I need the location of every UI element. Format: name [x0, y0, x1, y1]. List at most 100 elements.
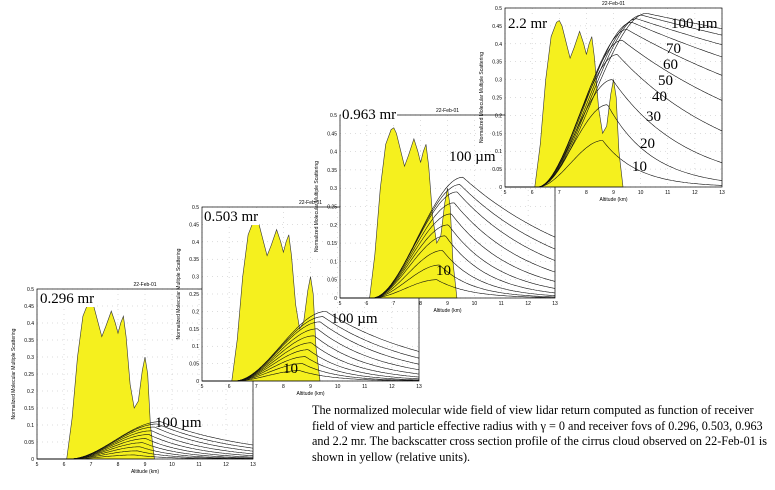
radius-curve-70 — [505, 22, 723, 188]
radius-label: 40 — [652, 89, 667, 105]
radius-label: 30 — [646, 109, 661, 125]
x-tick-label: 13 — [719, 190, 725, 196]
radius-curve-50 — [37, 438, 253, 460]
y-tick-label: 0.1 — [495, 149, 502, 155]
y-axis-label: Normalized Molecular Multiple Scattering — [11, 328, 17, 419]
x-tick-label: 9 — [144, 462, 147, 468]
radius-curve-90 — [505, 14, 723, 188]
figure-caption: The normalized molecular wide field of v… — [312, 403, 767, 464]
radius-label: 10 — [632, 159, 647, 175]
x-tick-label: 9 — [446, 301, 449, 307]
radius-label: 50 — [658, 73, 673, 89]
radius-curve-10 — [202, 370, 419, 382]
x-tick-label: 10 — [638, 190, 644, 196]
x-tick-label: 8 — [419, 301, 422, 307]
y-tick-label: 0.3 — [192, 275, 199, 281]
y-tick-label: 0 — [196, 379, 199, 385]
fov-label: 2.2 mr — [507, 16, 549, 32]
radius-curve-20 — [37, 450, 254, 460]
y-tick-label: 0.05 — [327, 278, 337, 284]
y-tick-label: 0.45 — [492, 24, 502, 30]
radius-label: 100 µm — [155, 415, 202, 431]
y-tick-label: 0.25 — [189, 292, 199, 298]
x-tick-label: 6 — [531, 190, 534, 196]
x-tick-label: 5 — [201, 384, 204, 390]
axes-frame — [339, 114, 556, 299]
x-tick-label: 11 — [499, 301, 504, 307]
panel-fov-0963: 5 6 7 8 9 10 11 12 13 0 0.05 0.1 0.15 0.2 0.25 0.3 0.35 0… — [314, 108, 558, 314]
radius-curve-30 — [37, 446, 253, 460]
x-tick-label: 7 — [90, 462, 93, 468]
y-tick-label: 0.35 — [24, 338, 34, 344]
x-tick-label: 7 — [558, 190, 561, 196]
y-tick-label: 0.45 — [327, 131, 337, 137]
radius-curve-40 — [37, 442, 253, 460]
y-tick-label: 0.3 — [330, 186, 337, 192]
x-tick-label: 7 — [255, 384, 258, 390]
y-tick-label: 0.1 — [192, 344, 199, 350]
x-tick-label: 10 — [472, 301, 478, 307]
radius-curve-20 — [340, 264, 555, 299]
y-tick-label: 0.2 — [495, 113, 502, 119]
x-tick-label: 11 — [362, 384, 367, 390]
x-tick-label: 8 — [282, 384, 285, 390]
chart-title: 22-Feb-01 — [602, 1, 625, 7]
x-tick-label: 9 — [612, 190, 615, 196]
y-tick-label: 0.45 — [189, 222, 199, 228]
y-tick-label: 0.35 — [327, 168, 337, 174]
radius-curve-40 — [340, 235, 556, 299]
y-tick-label: 0.35 — [189, 257, 199, 263]
x-tick-label: 5 — [504, 190, 507, 196]
y-tick-label: 0.1 — [330, 259, 337, 265]
x-tick-label: 10 — [169, 462, 175, 468]
x-tick-label: 6 — [228, 384, 231, 390]
y-tick-label: 0.4 — [27, 321, 34, 327]
radius-curve-100 — [37, 421, 254, 460]
chart-title: 22-Feb-01 — [133, 282, 156, 288]
y-tick-label: 0 — [31, 457, 34, 463]
radius-curve-20 — [202, 363, 420, 382]
x-tick-label: 11 — [196, 462, 201, 468]
x-tick-label: 12 — [525, 301, 531, 307]
y-tick-label: 0.5 — [27, 287, 34, 293]
y-tick-label: 0.2 — [27, 389, 34, 395]
radius-curve-10 — [505, 140, 722, 188]
radius-curve-60 — [37, 434, 254, 460]
radius-label: 20 — [640, 136, 655, 152]
y-tick-label: 0.1 — [27, 423, 34, 429]
y-tick-label: 0.15 — [189, 327, 199, 333]
fov-label: 0.963 mr — [341, 107, 398, 123]
y-tick-label: 0.4 — [495, 42, 502, 48]
radius-label: 10 — [283, 361, 298, 377]
x-tick-label: 13 — [250, 462, 256, 468]
x-tick-label: 12 — [692, 190, 698, 196]
radius-curve-70 — [37, 430, 254, 460]
y-tick-label: 0.25 — [24, 372, 34, 378]
radius-curve-30 — [340, 250, 556, 299]
y-tick-label: 0.5 — [495, 6, 502, 12]
x-tick-label: 5 — [339, 301, 342, 307]
y-tick-label: 0.05 — [492, 167, 502, 173]
x-axis-label: Altitude (km) — [296, 391, 324, 397]
radius-curve-50 — [505, 39, 723, 188]
y-tick-label: 0.05 — [24, 440, 34, 446]
radius-curve-10 — [340, 279, 555, 299]
y-tick-label: 0.15 — [24, 406, 34, 412]
radius-label: 70 — [666, 41, 681, 57]
y-tick-label: 0.35 — [492, 60, 502, 66]
y-tick-label: 0.2 — [330, 223, 337, 229]
plot-area: 5 6 7 8 9 10 11 12 13 0 0.05 0.1 0.15 0.2 0.25 0.3 0.35 0… — [479, 1, 725, 203]
radius-curve-100 — [505, 13, 723, 188]
x-axis-label: Altitude (km) — [433, 308, 461, 314]
x-tick-label: 12 — [223, 462, 229, 468]
axes-frame — [504, 7, 723, 188]
x-axis-label: Altitude (km) — [599, 197, 627, 203]
radius-curve-40 — [202, 349, 420, 382]
radius-label: 10 — [436, 263, 451, 279]
y-tick-label: 0.2 — [192, 309, 199, 315]
radius-curve-100 — [202, 311, 420, 382]
y-tick-label: 0.05 — [189, 362, 199, 368]
x-tick-label: 12 — [389, 384, 395, 390]
x-tick-label: 6 — [365, 301, 368, 307]
